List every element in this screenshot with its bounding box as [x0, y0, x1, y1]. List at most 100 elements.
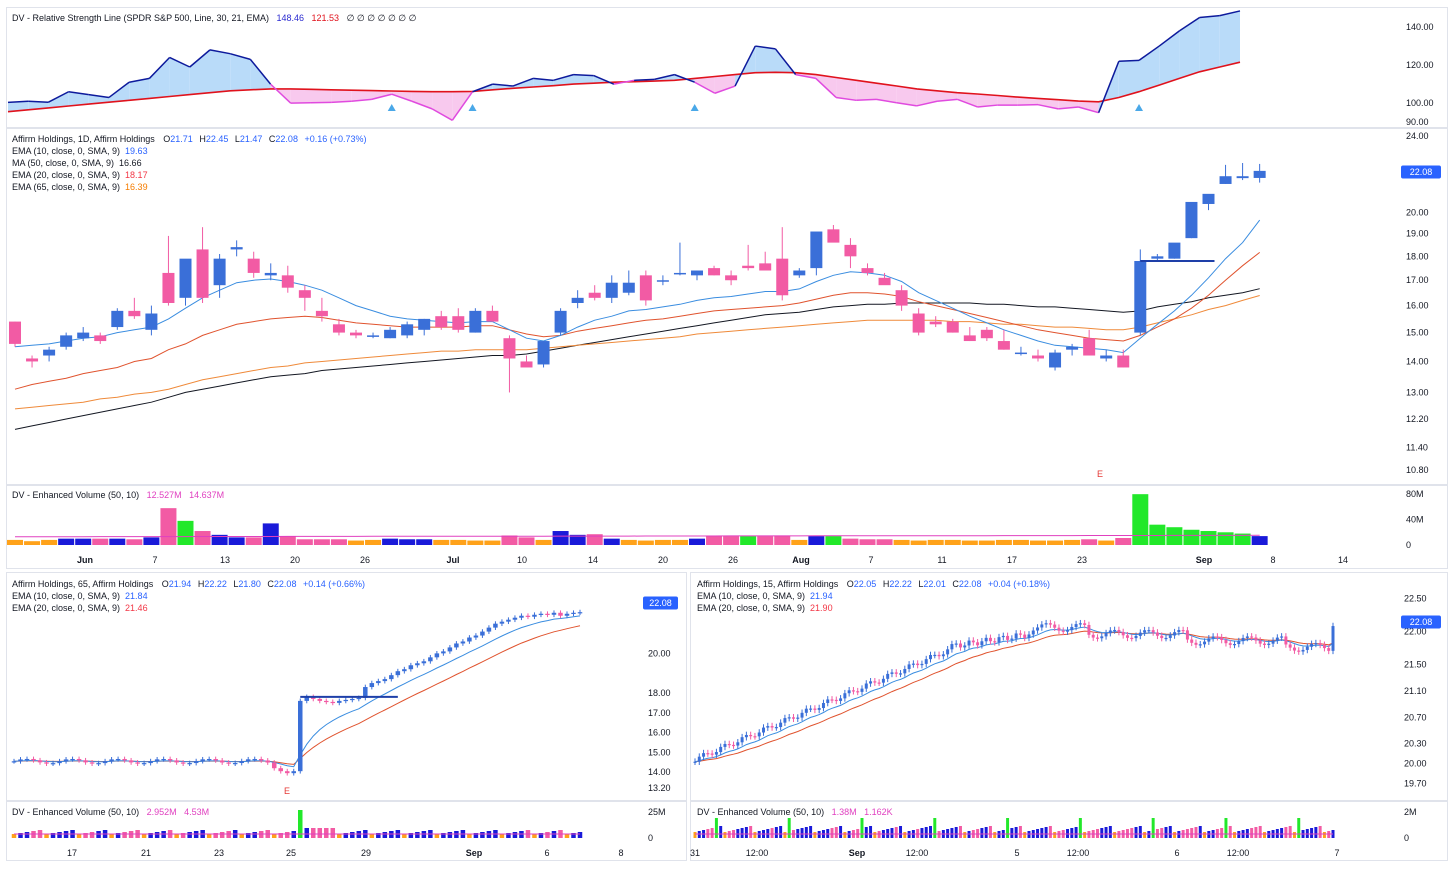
m15-volume-bar — [958, 826, 962, 838]
daily-legend-open: 21.71 — [170, 134, 193, 144]
m15-volume-pane[interactable]: 2M 0 31 12:00 Sep 12:00 5 12:00 6 12:00 7 DV - En… — [690, 807, 1417, 858]
rs-line-segment — [956, 98, 978, 108]
daily-axis-tick: 14.00 — [1406, 356, 1429, 366]
daily-price-pane[interactable]: 24.00 20.00 19.00 18.00 17.00 16.00 15.00 14.00… — [9, 131, 1441, 479]
daily-volume-bar — [58, 538, 75, 545]
daily-time-axis[interactable]: Jun 7 13 20 26 Jul 10 14 20 26 Aug 7 11 17 23 Sep 8 14 — [77, 555, 1348, 565]
m65-volume-bar — [564, 834, 570, 838]
m15-candle-body — [1233, 644, 1237, 646]
m65-volume-bar — [415, 832, 420, 838]
daily-candle-body — [1014, 352, 1027, 355]
m65-axis-tick: 18.00 — [648, 688, 671, 698]
m15-time-tick: 31 — [690, 848, 700, 858]
daily-candle-body — [26, 358, 39, 362]
daily-candle-body — [145, 313, 158, 330]
m15-volume-bar — [1070, 828, 1074, 838]
m65-volume-legend[interactable]: DV - Enhanced Volume (50, 10) 2.952M 4.5… — [12, 807, 209, 817]
m65-volume-bar — [473, 833, 479, 838]
m15-candle-body — [1044, 623, 1048, 625]
m65-time-tick: 6 — [544, 848, 549, 858]
m15-candle-body — [1138, 632, 1142, 636]
daily-price-axis[interactable]: 24.00 20.00 19.00 18.00 17.00 16.00 15.00 14.00… — [1406, 131, 1429, 475]
m65-volume-legend-value-2: 4.53M — [184, 807, 209, 817]
rs-line-segment — [391, 93, 413, 102]
daily-time-tick: 10 — [517, 555, 527, 565]
m65-candle-body — [135, 762, 140, 764]
daily-candle-body — [895, 290, 908, 306]
m65-volume-plot-area — [11, 810, 583, 838]
daily-volume-axis-tick: 80M — [1406, 489, 1424, 499]
daily-candle-body — [196, 249, 209, 298]
m65-volume-axis[interactable]: 25M 0 — [648, 807, 666, 843]
daily-candle-body — [656, 280, 669, 282]
rs-fill-segment — [997, 95, 1018, 106]
rs-line-segment — [774, 48, 797, 76]
rs-new-high-marker — [468, 104, 477, 111]
daily-candle-body — [1134, 261, 1147, 333]
m65-time-tick: Sep — [466, 848, 483, 858]
m15-volume-legend[interactable]: DV - Enhanced Volume (50, 10) 1.38M 1.16… — [697, 807, 893, 817]
m15-price-axis[interactable]: 22.50 22.00 21.50 21.10 20.70 20.30 20.00 19.70 — [1404, 593, 1427, 788]
m65-candle-body — [499, 621, 505, 624]
daily-volume-legend[interactable]: DV - Enhanced Volume (50, 10) 12.527M 14… — [12, 490, 224, 500]
m65-plot-area — [11, 609, 583, 776]
rs-line-segment — [1118, 59, 1140, 63]
m65-price-pane[interactable]: 20.00 18.00 17.00 16.00 15.00 14.00 13.20 22.0… — [11, 579, 678, 796]
daily-candle-body — [128, 310, 141, 317]
daily-volume-bar — [927, 539, 944, 545]
rs-line-segment — [492, 83, 513, 87]
m15-candle-body — [1280, 636, 1284, 638]
m15-volume-bar — [1194, 827, 1198, 838]
m65-volume-bar — [271, 834, 277, 838]
m15-legend-low: 22.01 — [923, 579, 946, 589]
m65-volume-bar — [180, 833, 186, 838]
m65-candle-body — [18, 759, 23, 762]
daily-earnings-marker[interactable]: E — [1097, 469, 1103, 479]
m65-volume-bar — [154, 832, 160, 838]
m65-candle-body — [167, 759, 173, 761]
m15-candle-body — [821, 702, 825, 709]
m15-candle-body — [1010, 638, 1014, 640]
m15-volume-bar — [1224, 818, 1228, 838]
rs-price-axis[interactable]: 140.00 120.00 100.00 90.00 — [1406, 22, 1434, 127]
daily-candle-body — [401, 324, 414, 336]
m65-volume-pane[interactable]: 25M 0 17 21 23 25 29 Sep 6 8 DV - Enhanced Volum… — [11, 807, 666, 858]
m15-price-pane[interactable]: 22.50 22.00 21.50 21.10 20.70 20.30 20.00 19.70… — [693, 579, 1441, 788]
m15-candle-body — [800, 712, 804, 718]
m65-candle-body — [369, 683, 375, 688]
m15-candle-body — [736, 742, 740, 746]
m15-time-axis[interactable]: 31 12:00 Sep 12:00 5 12:00 6 12:00 7 — [690, 848, 1340, 858]
m65-candle-body — [408, 665, 414, 670]
daily-volume-average-line — [15, 534, 1260, 538]
m65-candle-body — [447, 647, 453, 652]
m15-volume-axis-tick: 0 — [1404, 833, 1409, 843]
m15-candle-body — [869, 681, 873, 684]
rs-pane[interactable]: 140.00 120.00 100.00 90.00 DV - Relative St… — [7, 10, 1434, 127]
rs-legend[interactable]: DV - Relative Strength Line (SPDR S&P 50… — [12, 13, 417, 23]
m15-volume-axis[interactable]: 2M 0 — [1404, 807, 1417, 843]
daily-legend[interactable]: Affirm Holdings, 1D, Affirm Holdings O21… — [12, 134, 367, 192]
daily-volume-axis[interactable]: 80M 40M 0 — [1406, 489, 1424, 550]
m15-volume-bar — [1322, 832, 1326, 838]
rs-fill-segment — [371, 90, 392, 100]
daily-volume-pane[interactable]: 80M 40M 0 Jun 7 13 20 26 Jul 10 14 20 26 Aug 7 11 17 23 S… — [7, 489, 1424, 565]
rs-line-segment — [815, 77, 837, 98]
m15-axis-tick: 20.30 — [1404, 739, 1427, 749]
m65-price-axis[interactable]: 20.00 18.00 17.00 16.00 15.00 14.00 13.20 — [648, 648, 671, 793]
m65-candle-body — [421, 661, 427, 664]
daily-volume-bar — [1115, 538, 1132, 545]
daily-candle-body — [1100, 355, 1113, 359]
m15-volume-bar — [1280, 828, 1284, 838]
m15-volume-bar — [1292, 832, 1296, 838]
m15-candle-body — [774, 727, 778, 729]
m65-earnings-marker[interactable]: E — [284, 786, 290, 796]
m15-legend[interactable]: Affirm Holdings, 15, Affirm Holdings O22… — [697, 579, 1050, 613]
m65-legend[interactable]: Affirm Holdings, 65, Affirm Holdings O21… — [12, 579, 365, 613]
rs-fill-segment — [230, 53, 251, 91]
m15-volume-bar — [1288, 826, 1292, 838]
m65-time-axis[interactable]: 17 21 23 25 29 Sep 6 8 — [67, 848, 624, 858]
daily-candle-body — [43, 349, 56, 356]
daily-volume-bar — [75, 538, 92, 545]
m65-candle-body — [317, 698, 323, 701]
